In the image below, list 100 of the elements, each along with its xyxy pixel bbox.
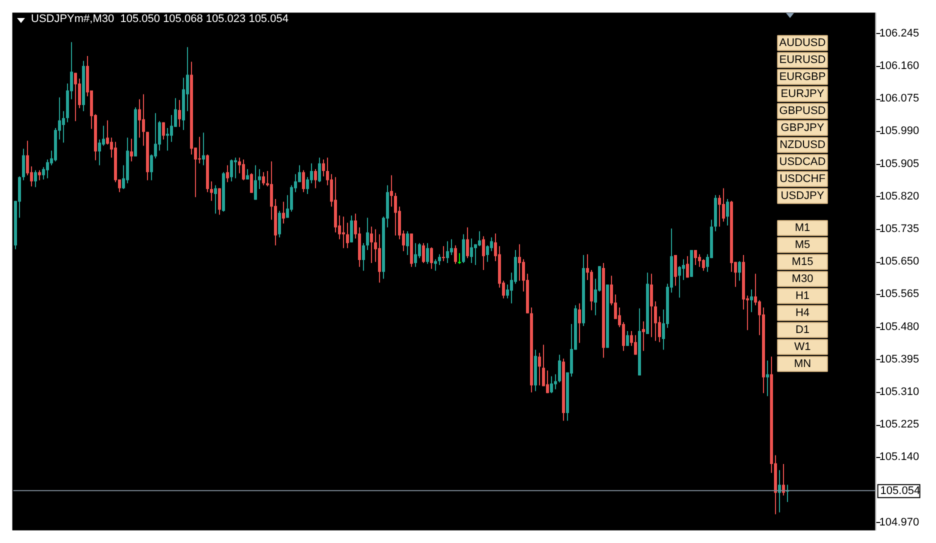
candlestick — [698, 254, 701, 268]
candlestick — [214, 184, 217, 214]
chart-title: USDJPYm#,M30 105.050 105.068 105.023 105.054 — [31, 13, 288, 25]
candlestick — [130, 138, 133, 162]
candlestick — [430, 246, 433, 270]
ref-line-label: 105.054 — [880, 485, 920, 498]
candlestick — [406, 230, 409, 256]
button: EURUSD — [777, 52, 828, 68]
y-tick-label: 104.970 — [879, 516, 920, 528]
y-tick-label: 105.225 — [879, 418, 920, 431]
candlestick — [478, 230, 481, 247]
button: M15 — [777, 254, 828, 270]
candlestick — [254, 164, 257, 200]
candlestick — [178, 100, 181, 128]
candlestick — [218, 188, 221, 216]
candlestick — [258, 168, 261, 190]
candlestick — [450, 238, 453, 256]
candlestick — [422, 242, 425, 264]
candlestick — [634, 334, 637, 356]
candlestick — [686, 256, 689, 278]
candlestick — [262, 172, 265, 186]
candlestick — [210, 180, 213, 202]
candlestick — [518, 244, 521, 282]
button: GBPJPY — [777, 120, 828, 136]
candlestick — [302, 170, 305, 193]
candlestick — [578, 302, 581, 344]
button: M1 — [777, 220, 828, 236]
candlestick — [506, 284, 509, 299]
button: D1 — [777, 322, 828, 338]
y-tick-label: 105.565 — [879, 288, 920, 300]
candlestick — [282, 201, 285, 224]
button: NZDUSD — [777, 137, 828, 153]
candlestick — [482, 236, 485, 270]
candlestick — [74, 72, 77, 122]
candlestick — [390, 174, 393, 208]
candlestick — [718, 194, 721, 228]
y-tick-label: 105.820 — [879, 190, 920, 202]
button: W1 — [777, 339, 828, 355]
candlestick — [682, 258, 685, 280]
button: H4 — [777, 305, 828, 321]
candlestick — [62, 110, 65, 144]
candlestick — [394, 192, 397, 236]
candlestick — [538, 352, 541, 386]
candlestick — [626, 330, 629, 346]
candlestick — [142, 94, 145, 146]
candlestick — [486, 244, 489, 262]
candlestick — [550, 376, 553, 394]
candlestick — [230, 159, 233, 182]
candlestick — [558, 354, 561, 383]
candlestick — [470, 238, 473, 264]
candlestick — [34, 170, 37, 188]
candlestick — [342, 216, 345, 249]
y-tick-label: 105.990 — [879, 125, 920, 138]
candlestick — [322, 159, 325, 177]
candlestick — [426, 242, 429, 264]
button: EURGBP — [777, 69, 828, 85]
button: USDCHF — [777, 171, 828, 187]
candlestick — [246, 168, 249, 180]
candlestick — [722, 188, 725, 222]
candlestick — [98, 139, 101, 166]
candlestick — [378, 234, 381, 284]
candlestick — [674, 254, 677, 286]
button: M5 — [777, 237, 828, 253]
y-tick-label: 106.160 — [879, 60, 920, 72]
candlestick — [554, 374, 557, 390]
candlestick — [350, 215, 353, 243]
button: MN — [777, 356, 828, 372]
candlestick — [346, 222, 349, 249]
candlestick — [414, 242, 417, 268]
candlestick — [162, 122, 165, 140]
candlestick — [650, 273, 653, 338]
candlestick — [654, 300, 657, 342]
candlestick — [466, 226, 469, 259]
candlestick — [38, 170, 41, 181]
candlestick — [314, 168, 317, 189]
candlestick — [694, 250, 697, 266]
candlestick — [738, 260, 741, 282]
button: USDCAD — [777, 154, 828, 170]
y-tick-label: 105.905 — [879, 158, 920, 170]
candlestick — [362, 242, 365, 272]
candlestick — [726, 198, 729, 226]
candlestick — [318, 157, 321, 183]
candlestick — [750, 289, 753, 313]
button: GBPUSD — [777, 103, 828, 119]
candlestick — [242, 159, 245, 181]
candlestick — [106, 120, 109, 146]
button: USDJPY — [777, 188, 828, 204]
y-tick-label: 105.735 — [879, 222, 920, 235]
candlestick — [462, 234, 465, 264]
button: M30 — [777, 271, 828, 287]
y-tick-label: 105.395 — [879, 353, 920, 366]
y-tick-label: 105.140 — [879, 451, 920, 464]
button: AUDUSD — [777, 35, 828, 51]
candlestick — [418, 242, 421, 259]
candlestick — [46, 159, 49, 179]
y-tick-label: 105.650 — [879, 256, 920, 268]
candlestick — [438, 254, 441, 266]
candlestick — [454, 244, 457, 264]
button: EURJPY — [777, 86, 828, 102]
candlestick — [226, 164, 229, 183]
